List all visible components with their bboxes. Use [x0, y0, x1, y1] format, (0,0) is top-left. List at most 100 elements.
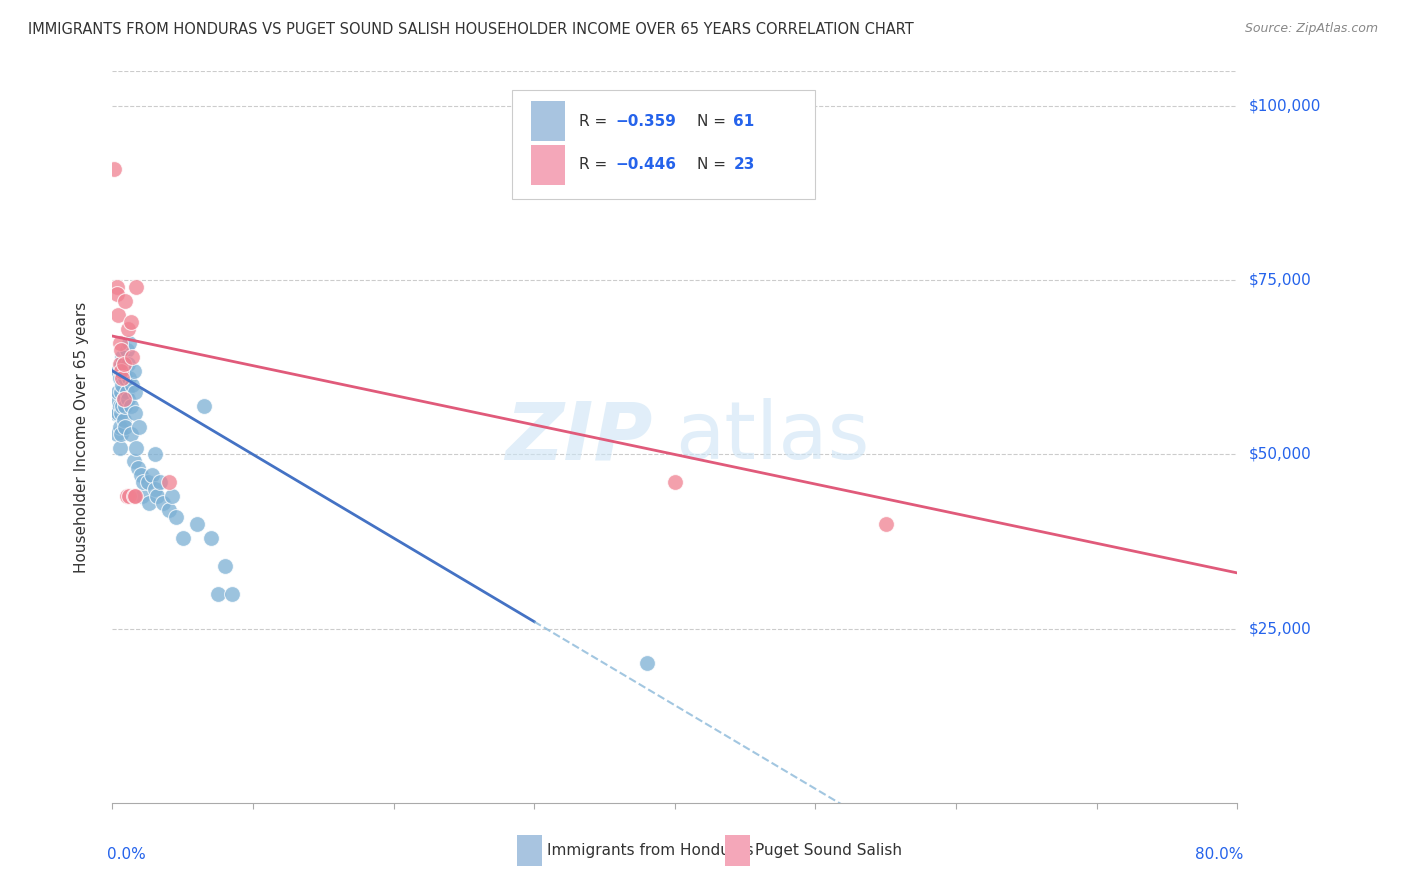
Point [112, 364, 135, 378]
Point [157, 503, 180, 517]
Point [124, 406, 146, 420]
Point [122, 489, 145, 503]
Text: Source: ZipAtlas.com: Source: ZipAtlas.com [1244, 22, 1378, 36]
Point [207, 587, 229, 601]
Point [122, 364, 145, 378]
Point [107, 384, 129, 399]
Text: N =: N = [697, 113, 731, 128]
Point [110, 406, 132, 420]
Point [114, 371, 136, 385]
Point [138, 496, 160, 510]
Point [120, 399, 142, 413]
Point [117, 392, 139, 406]
FancyBboxPatch shape [725, 835, 751, 866]
Point [114, 419, 136, 434]
Point [152, 496, 174, 510]
FancyBboxPatch shape [512, 90, 815, 200]
Point [118, 489, 141, 503]
Point [127, 461, 149, 475]
Point [120, 426, 142, 441]
Text: R =: R = [579, 158, 613, 172]
Point [115, 384, 138, 399]
Text: 0.0%: 0.0% [107, 847, 146, 862]
Point [120, 315, 142, 329]
Point [108, 419, 131, 434]
Point [112, 392, 135, 406]
Text: −0.359: −0.359 [616, 113, 676, 128]
Text: 61: 61 [734, 113, 755, 128]
Point [112, 412, 135, 426]
Point [105, 426, 128, 441]
Text: $25,000: $25,000 [1249, 621, 1312, 636]
Text: R =: R = [579, 113, 613, 128]
Point [108, 399, 131, 413]
Point [200, 531, 222, 545]
Point [107, 406, 129, 420]
Text: Puget Sound Salish: Puget Sound Salish [755, 843, 901, 858]
Point [124, 384, 146, 399]
Text: atlas: atlas [675, 398, 869, 476]
Point [111, 377, 134, 392]
Point [117, 322, 139, 336]
Text: 80.0%: 80.0% [1195, 847, 1243, 862]
Point [110, 357, 132, 371]
Point [104, 406, 127, 420]
Point [117, 357, 139, 371]
Point [221, 587, 243, 601]
Point [108, 357, 131, 371]
Point [121, 350, 143, 364]
Point [121, 377, 143, 392]
Point [664, 475, 686, 490]
Point [143, 448, 166, 462]
FancyBboxPatch shape [531, 145, 565, 186]
Point [129, 468, 152, 483]
Point [172, 531, 194, 545]
Point [131, 489, 153, 503]
Point [110, 426, 132, 441]
FancyBboxPatch shape [517, 835, 543, 866]
Point [143, 483, 166, 497]
Point [107, 364, 129, 378]
Point [114, 399, 136, 413]
Point [193, 399, 215, 413]
Text: N =: N = [697, 158, 731, 172]
Point [875, 517, 897, 532]
Point [112, 357, 135, 371]
Point [118, 371, 141, 385]
Point [146, 489, 169, 503]
Point [110, 343, 132, 357]
Point [157, 475, 180, 490]
Point [124, 489, 146, 503]
FancyBboxPatch shape [531, 101, 565, 141]
Point [214, 558, 236, 573]
Text: $100,000: $100,000 [1249, 99, 1320, 113]
Text: −0.446: −0.446 [616, 158, 676, 172]
Point [122, 454, 145, 468]
Text: Immigrants from Honduras: Immigrants from Honduras [547, 843, 754, 858]
Point [103, 161, 125, 176]
Point [132, 475, 155, 490]
Point [118, 336, 141, 351]
Point [160, 489, 183, 503]
Point [108, 371, 131, 385]
Point [112, 392, 135, 406]
Point [115, 343, 138, 357]
Point [636, 657, 658, 671]
Point [115, 489, 138, 503]
Point [111, 399, 134, 413]
Point [125, 441, 148, 455]
Point [111, 350, 134, 364]
Point [110, 384, 132, 399]
Text: IMMIGRANTS FROM HONDURAS VS PUGET SOUND SALISH HOUSEHOLDER INCOME OVER 65 YEARS : IMMIGRANTS FROM HONDURAS VS PUGET SOUND … [28, 22, 914, 37]
Y-axis label: Householder Income Over 65 years: Householder Income Over 65 years [75, 301, 89, 573]
Text: ZIP: ZIP [505, 398, 652, 476]
Point [110, 364, 132, 378]
Point [125, 280, 148, 294]
Text: $75,000: $75,000 [1249, 273, 1312, 288]
Point [165, 510, 187, 524]
Point [105, 392, 128, 406]
Text: 23: 23 [734, 158, 755, 172]
Point [105, 280, 128, 294]
Point [186, 517, 208, 532]
Point [108, 441, 131, 455]
